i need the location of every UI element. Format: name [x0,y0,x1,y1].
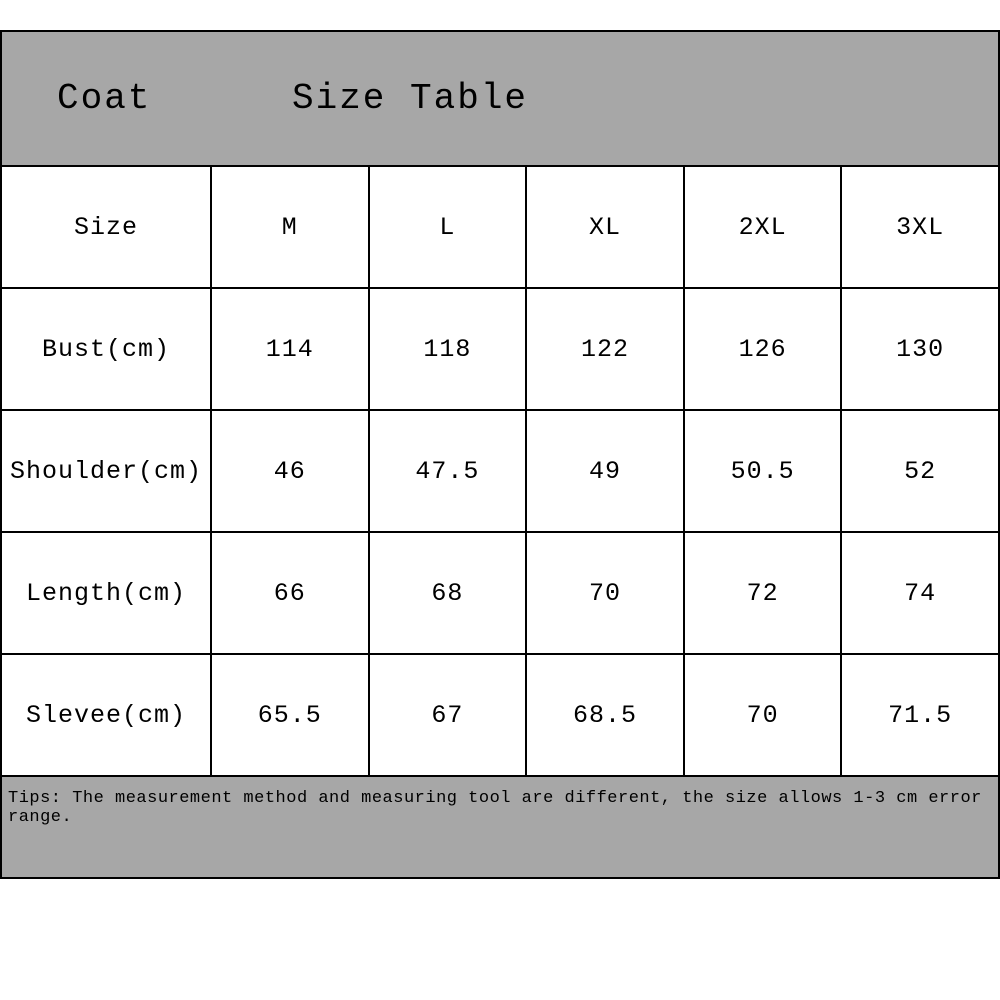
cell: 70 [684,654,842,776]
cell: 118 [369,288,527,410]
size-chart-container: Coat Size Table Size M L XL 2XL 3XL Bust… [0,0,1000,879]
cell: 71.5 [841,654,999,776]
col-header: M [211,166,369,288]
cell: 126 [684,288,842,410]
table-row: Bust(cm) 114 118 122 126 130 [1,288,999,410]
product-name: Coat [2,78,282,119]
table-row: Length(cm) 66 68 70 72 74 [1,532,999,654]
cell: 114 [211,288,369,410]
cell: 49 [526,410,684,532]
cell: 67 [369,654,527,776]
col-header: 3XL [841,166,999,288]
col-header: Size [1,166,211,288]
row-label: Bust(cm) [1,288,211,410]
table-header-row: Size M L XL 2XL 3XL [1,166,999,288]
cell: 47.5 [369,410,527,532]
cell: 68 [369,532,527,654]
cell: 122 [526,288,684,410]
cell: 50.5 [684,410,842,532]
size-table: Size M L XL 2XL 3XL Bust(cm) 114 118 122… [0,165,1000,777]
col-header: XL [526,166,684,288]
row-label: Slevee(cm) [1,654,211,776]
table-body: Bust(cm) 114 118 122 126 130 Shoulder(cm… [1,288,999,776]
row-label: Shoulder(cm) [1,410,211,532]
chart-title: Size Table [282,78,528,119]
chart-header: Coat Size Table [0,30,1000,165]
col-header: L [369,166,527,288]
table-row: Shoulder(cm) 46 47.5 49 50.5 52 [1,410,999,532]
cell: 65.5 [211,654,369,776]
cell: 66 [211,532,369,654]
table-row: Slevee(cm) 65.5 67 68.5 70 71.5 [1,654,999,776]
cell: 74 [841,532,999,654]
cell: 46 [211,410,369,532]
cell: 52 [841,410,999,532]
cell: 68.5 [526,654,684,776]
cell: 70 [526,532,684,654]
row-label: Length(cm) [1,532,211,654]
cell: 72 [684,532,842,654]
tips-footer: Tips: The measurement method and measuri… [0,777,1000,879]
cell: 130 [841,288,999,410]
col-header: 2XL [684,166,842,288]
